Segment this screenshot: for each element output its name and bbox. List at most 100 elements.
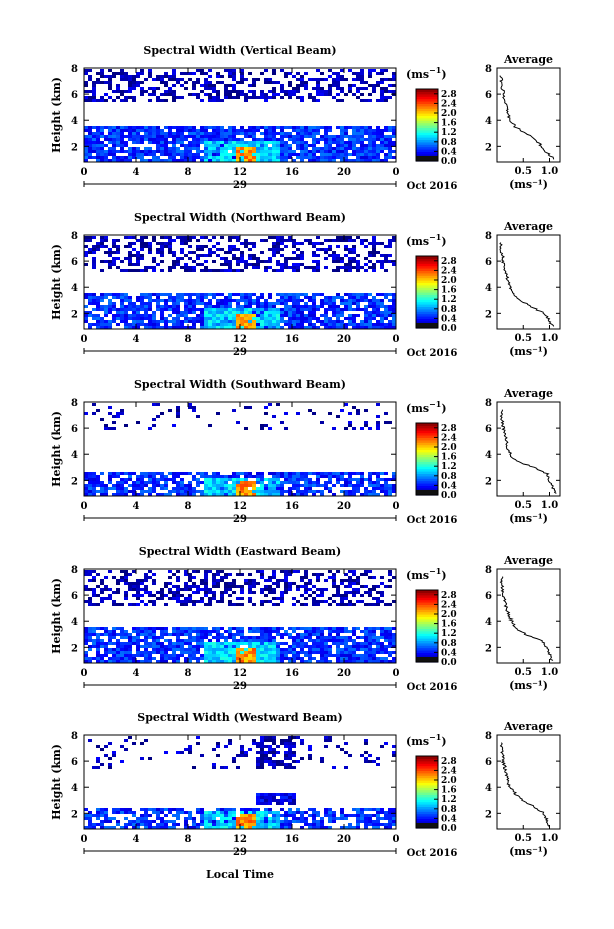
heatmap-cell	[184, 159, 188, 162]
heatmap-cell	[204, 636, 208, 639]
heatmap-cell	[260, 591, 264, 594]
heatmap-cell	[312, 490, 316, 493]
heatmap-cell	[328, 159, 332, 162]
heatmap-cell	[96, 129, 100, 132]
unit-base: (ms	[406, 402, 429, 415]
heatmap-cell	[376, 320, 380, 323]
heatmap-cell	[376, 293, 380, 296]
heatmap-cell	[104, 811, 108, 814]
heatmap-cell	[156, 403, 160, 406]
heatmap-cell	[128, 642, 132, 645]
heatmap-cell	[252, 475, 256, 478]
heatmap-cell	[288, 311, 292, 314]
heatmap-cell	[236, 475, 240, 478]
heatmap-cell	[256, 627, 260, 630]
heatmap-cell	[388, 126, 392, 129]
heatmap-cell	[200, 811, 204, 814]
heatmap-cell	[316, 78, 320, 81]
heatmap-cell	[260, 475, 264, 478]
heatmap-cell	[336, 660, 340, 663]
heatmap-cell	[88, 493, 92, 496]
heatmap-cell	[288, 153, 292, 156]
heatmap-cell	[240, 588, 244, 591]
y-axis-label: Height (km)	[50, 578, 63, 654]
heatmap-cell	[144, 78, 148, 81]
heatmap-cell	[360, 645, 364, 648]
heatmap-cell	[236, 320, 240, 323]
colorbar-segment	[416, 630, 438, 634]
heatmap-cell	[392, 660, 396, 663]
heatmap-cell	[148, 305, 152, 308]
colorbar-segment	[416, 270, 438, 274]
average-title: Average	[503, 53, 553, 66]
heatmap-cell	[224, 651, 228, 654]
heatmap-cell	[268, 78, 272, 81]
heatmap-cell	[112, 600, 116, 603]
heatmap-cell	[312, 266, 316, 269]
heatmap-cell	[128, 257, 132, 260]
heatmap-cell	[204, 126, 208, 129]
heatmap-cell	[220, 576, 224, 579]
heatmap-cell	[136, 817, 140, 820]
heatmap-cell	[308, 126, 312, 129]
heatmap-cell	[368, 84, 372, 87]
heatmap-cell	[140, 69, 144, 72]
heatmap-cell	[184, 263, 188, 266]
heatmap-cell	[244, 636, 248, 639]
heatmap-cell	[164, 484, 168, 487]
heatmap-cell	[328, 156, 332, 159]
heatmap-cell	[292, 642, 296, 645]
heatmap-cell	[224, 269, 228, 272]
heatmap-cell	[228, 308, 232, 311]
heatmap-cell	[192, 630, 196, 633]
heatmap-cell	[128, 245, 132, 248]
heatmap-cell	[172, 305, 176, 308]
heatmap-cell	[352, 317, 356, 320]
heatmap-cell	[160, 326, 164, 329]
heatmap-cell	[140, 481, 144, 484]
heatmap-cell	[180, 478, 184, 481]
heatmap-cell	[252, 591, 256, 594]
heatmap-cell	[188, 308, 192, 311]
heatmap-cell	[244, 156, 248, 159]
colorbar-segment	[416, 275, 438, 279]
heatmap-cell	[84, 239, 88, 242]
heatmap-cell	[164, 493, 168, 496]
heatmap-cell	[216, 129, 220, 132]
heatmap-cell	[380, 591, 384, 594]
heatmap-cell	[128, 302, 132, 305]
heatmap-cell	[292, 308, 296, 311]
heatmap-cell	[368, 129, 372, 132]
heatmap-cell	[120, 147, 124, 150]
heatmap-cell	[320, 421, 324, 424]
heatmap-cell	[356, 293, 360, 296]
heatmap-cell	[252, 811, 256, 814]
heatmap-cell	[188, 660, 192, 663]
avg-x-tick-label: 0.5	[515, 667, 532, 678]
heatmap-cell	[224, 639, 228, 642]
heatmap-cell	[168, 570, 172, 573]
heatmap-cell	[164, 603, 168, 606]
heatmap-cell	[392, 475, 396, 478]
heatmap-cell	[352, 245, 356, 248]
heatmap-cell	[272, 639, 276, 642]
heatmap-cell	[252, 138, 256, 141]
heatmap-cell	[360, 156, 364, 159]
heatmap-cell	[124, 573, 128, 576]
heatmap-cell	[224, 585, 228, 588]
heatmap-cell	[196, 254, 200, 257]
heatmap-cell	[236, 823, 240, 826]
heatmap-cell	[368, 320, 372, 323]
heatmap-cell	[120, 296, 124, 299]
avg-y-tick-label: 6	[485, 257, 492, 268]
heatmap-cell	[140, 820, 144, 823]
heatmap-cell	[356, 263, 360, 266]
heatmap-cell	[296, 129, 300, 132]
heatmap-cell	[236, 490, 240, 493]
heatmap-cell	[184, 147, 188, 150]
heatmap-cell	[92, 481, 96, 484]
heatmap-cell	[84, 826, 88, 829]
heatmap-cell	[184, 138, 188, 141]
heatmap-cell	[172, 323, 176, 326]
heatmap-cell	[352, 603, 356, 606]
